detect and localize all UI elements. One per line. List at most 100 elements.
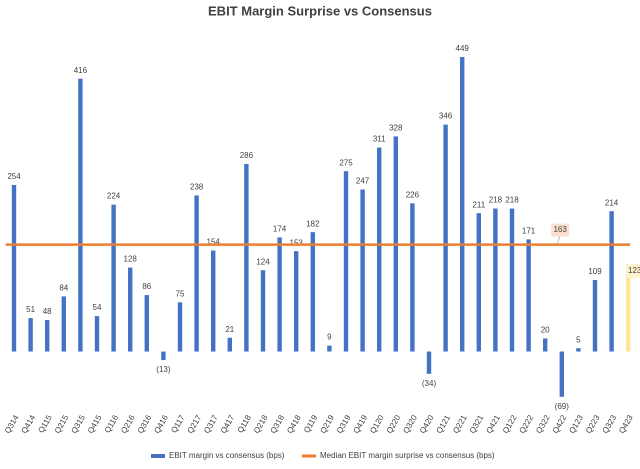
x-tick-label: Q215 bbox=[53, 413, 71, 435]
value-label: 211 bbox=[472, 200, 485, 209]
x-tick-label: Q422 bbox=[551, 413, 569, 435]
value-label: 48 bbox=[43, 307, 52, 316]
x-tick-label: Q322 bbox=[534, 413, 552, 435]
x-tick-group: Q115 bbox=[36, 413, 54, 434]
x-tick-label: Q316 bbox=[136, 413, 154, 435]
x-tick-group: Q421 bbox=[484, 413, 502, 435]
x-tick-group: Q118 bbox=[236, 413, 254, 434]
value-label: 5 bbox=[576, 335, 581, 344]
x-tick-group: Q220 bbox=[385, 413, 403, 435]
legend-swatch bbox=[302, 454, 316, 458]
bar bbox=[426, 351, 432, 374]
x-tick-group: Q219 bbox=[318, 413, 336, 435]
x-tick-label: Q416 bbox=[152, 413, 170, 435]
bar bbox=[526, 239, 531, 352]
x-tick-group: Q217 bbox=[186, 413, 204, 435]
bar bbox=[377, 147, 382, 352]
bar bbox=[576, 348, 581, 352]
value-label: 128 bbox=[124, 255, 138, 264]
x-tick-label: Q415 bbox=[86, 413, 104, 435]
value-label: 218 bbox=[489, 196, 503, 205]
x-tick-label: Q315 bbox=[69, 413, 87, 435]
x-tick-group: Q317 bbox=[202, 413, 220, 435]
value-label: 20 bbox=[541, 326, 550, 335]
bar bbox=[460, 57, 465, 352]
value-label: 328 bbox=[389, 124, 403, 133]
x-tick-label: Q321 bbox=[468, 413, 486, 435]
x-tick-label: Q320 bbox=[401, 413, 419, 435]
x-tick-label: Q421 bbox=[484, 413, 502, 435]
value-label: 54 bbox=[93, 303, 102, 312]
x-tick-label: Q323 bbox=[601, 413, 619, 435]
bar bbox=[476, 213, 481, 352]
x-tick-label: Q122 bbox=[501, 413, 519, 435]
x-tick-label: Q116 bbox=[103, 413, 121, 434]
bar bbox=[410, 203, 415, 352]
x-tick-group: Q420 bbox=[418, 413, 436, 435]
legend-label: EBIT margin vs consensus (bps) bbox=[169, 451, 285, 460]
x-tick-group: Q120 bbox=[368, 413, 386, 435]
bar bbox=[11, 184, 17, 352]
x-tick-label: Q414 bbox=[20, 413, 38, 435]
median-label-box bbox=[551, 223, 570, 237]
x-tick-group: Q417 bbox=[219, 413, 237, 435]
bar bbox=[294, 251, 299, 352]
x-tick-label: Q222 bbox=[518, 413, 536, 435]
x-tick-label: Q423 bbox=[617, 413, 635, 435]
x-tick-label: Q314 bbox=[3, 413, 21, 435]
bar bbox=[128, 267, 133, 352]
value-label: 174 bbox=[273, 225, 287, 234]
bar bbox=[626, 270, 631, 352]
bar bbox=[78, 78, 83, 352]
x-tick-group: Q122 bbox=[501, 413, 519, 435]
bar bbox=[543, 338, 548, 352]
x-tick-group: Q216 bbox=[119, 413, 137, 435]
value-label: 124 bbox=[256, 257, 270, 266]
x-tick-group: Q222 bbox=[518, 413, 536, 435]
x-tick-label: Q119 bbox=[302, 413, 320, 434]
value-label: (13) bbox=[156, 365, 171, 374]
x-tick-label: Q419 bbox=[352, 413, 370, 435]
value-label-box bbox=[626, 263, 640, 278]
legend-swatch bbox=[151, 454, 165, 458]
value-label: (34) bbox=[422, 379, 437, 388]
x-tick-label: Q117 bbox=[169, 413, 187, 434]
x-tick-group: Q322 bbox=[534, 413, 552, 435]
value-label: 224 bbox=[107, 192, 121, 201]
bar bbox=[177, 302, 183, 352]
x-tick-group: Q215 bbox=[53, 413, 71, 435]
value-label: 182 bbox=[306, 219, 320, 228]
value-label: 226 bbox=[406, 190, 420, 199]
bar bbox=[493, 208, 498, 352]
chart-title: EBIT Margin Surprise vs Consensus bbox=[208, 3, 432, 18]
value-label: 214 bbox=[605, 198, 619, 207]
bar bbox=[28, 318, 33, 352]
bar bbox=[244, 163, 249, 352]
bar bbox=[194, 195, 199, 352]
bar bbox=[327, 345, 332, 352]
value-label: 123 bbox=[628, 266, 640, 275]
value-label: (69) bbox=[555, 402, 570, 411]
x-tick-group: Q218 bbox=[252, 413, 270, 435]
x-tick-group: Q319 bbox=[335, 413, 353, 435]
x-tick-label: Q120 bbox=[368, 413, 386, 435]
value-label: 218 bbox=[505, 196, 519, 205]
x-tick-group: Q318 bbox=[269, 413, 287, 435]
bar bbox=[443, 124, 448, 352]
bar bbox=[45, 320, 50, 352]
bar bbox=[277, 237, 282, 352]
bar bbox=[211, 250, 216, 352]
value-label: 21 bbox=[225, 325, 234, 334]
value-label: 153 bbox=[290, 238, 304, 247]
value-label: 449 bbox=[456, 44, 470, 53]
x-tick-group: Q416 bbox=[152, 413, 170, 435]
x-tick-group: Q121 bbox=[435, 413, 453, 435]
x-tick-label: Q121 bbox=[435, 413, 453, 435]
x-tick-group: Q123 bbox=[567, 413, 585, 435]
x-tick-group: Q320 bbox=[401, 413, 419, 435]
x-tick-label: Q317 bbox=[202, 413, 220, 435]
x-tick-group: Q323 bbox=[601, 413, 619, 435]
value-label: 346 bbox=[439, 112, 453, 121]
x-tick-group: Q316 bbox=[136, 413, 154, 435]
